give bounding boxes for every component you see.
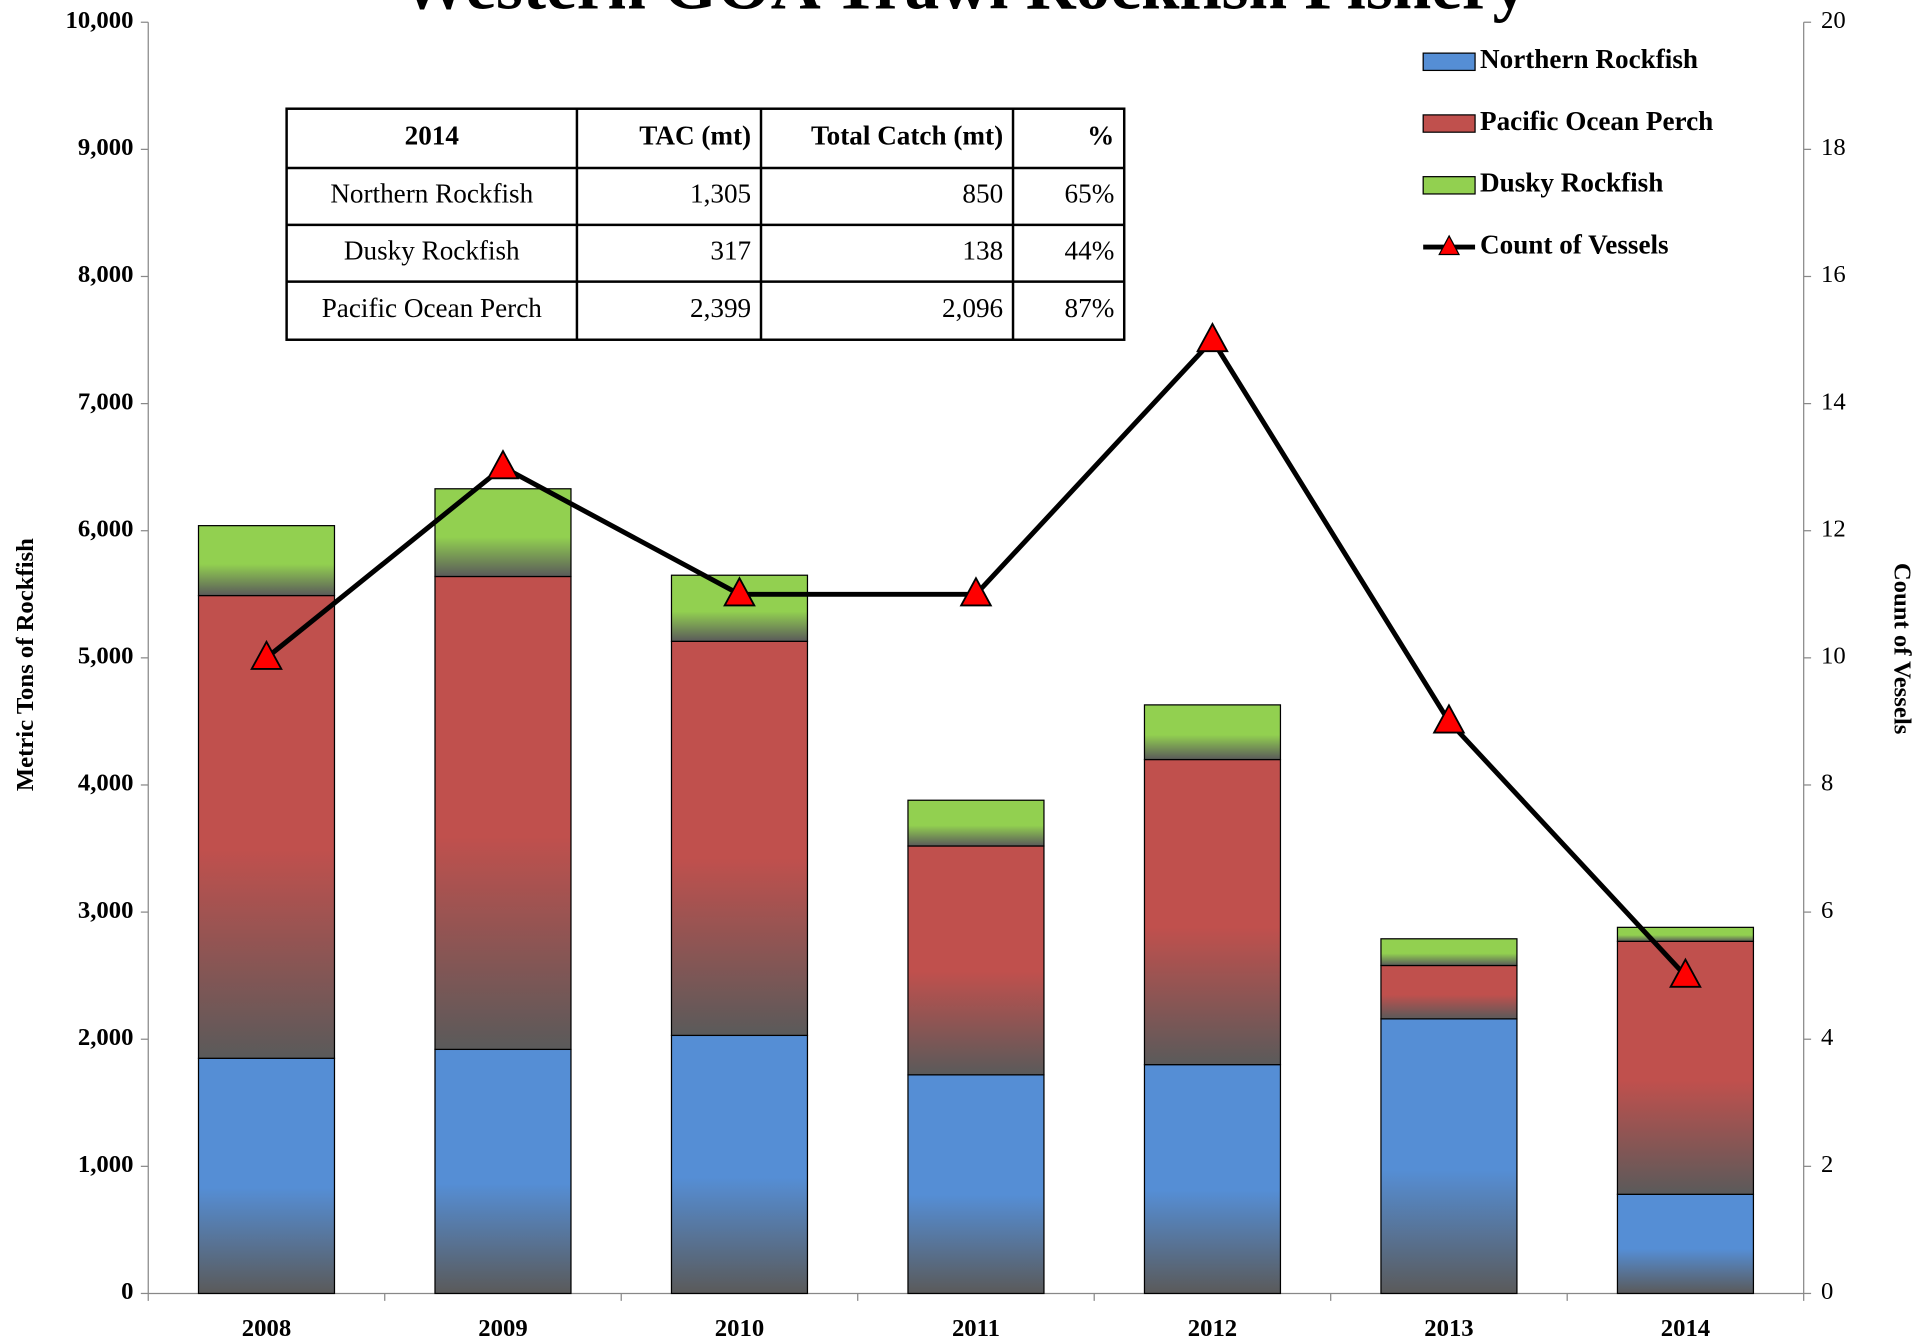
table-cell: 87%	[1065, 293, 1115, 323]
y-axis-label: Metric Tons of Rockfish	[12, 538, 39, 791]
x-tick-label: 2014	[1661, 1315, 1710, 1338]
table-cell: TAC (mt)	[639, 121, 751, 151]
table-cell: 2,399	[690, 293, 751, 323]
bar	[1616, 1193, 1755, 1295]
x-tick-label: 2008	[242, 1315, 291, 1338]
x-tick-label: 2009	[478, 1315, 527, 1338]
y2-tick-label: 2	[1821, 1151, 1833, 1178]
bar	[197, 1057, 336, 1295]
table-cell: 2,096	[942, 293, 1003, 323]
bar	[434, 1048, 572, 1295]
chart-title: Western GOA Trawl Rockfish Fishery	[400, 0, 1527, 23]
legend-label: Pacific Ocean Perch	[1480, 106, 1713, 136]
plot: Western GOA Trawl Rockfish Fishery Metri…	[12, 0, 1916, 1342]
bar	[1380, 1018, 1518, 1295]
table-cell: 850	[962, 179, 1003, 209]
table-cell: %	[1087, 121, 1114, 151]
y2-tick-label: 14	[1821, 388, 1846, 415]
legend-label: Northern Rockfish	[1480, 44, 1698, 74]
bar	[670, 640, 809, 1037]
y2-tick-label: 4	[1821, 1024, 1833, 1051]
bar	[434, 488, 572, 578]
bar	[1143, 704, 1282, 761]
bar	[1616, 926, 1755, 942]
marker	[1196, 322, 1229, 353]
legend-label: Dusky Rockfish	[1480, 168, 1663, 198]
bar	[434, 575, 572, 1051]
table-cell: Total Catch (mt)	[811, 121, 1003, 151]
table-cell: 317	[710, 235, 751, 265]
y2-axis-label: Count of Vessels	[1888, 563, 1915, 734]
y-tick-label: 9,000	[78, 134, 134, 161]
y-tick-label: 6,000	[78, 515, 134, 542]
y-tick-label: 8,000	[78, 261, 134, 288]
y2-tick-label: 16	[1821, 261, 1846, 288]
bar	[1380, 964, 1518, 1020]
legend-swatch	[1422, 52, 1476, 72]
y2-tick-label: 20	[1821, 7, 1846, 34]
marker	[1432, 703, 1466, 734]
bar	[197, 594, 336, 1059]
x-tick-label: 2013	[1424, 1315, 1473, 1338]
table-cell: Northern Rockfish	[330, 179, 533, 209]
table-cell: Pacific Ocean Perch	[322, 293, 543, 323]
y-tick-label: 5,000	[78, 643, 134, 670]
bar	[907, 1074, 1045, 1295]
y2-tick-label: 10	[1821, 643, 1846, 670]
legend-marker	[1438, 234, 1461, 256]
bar	[670, 1034, 809, 1295]
x-tick-label: 2012	[1188, 1315, 1237, 1338]
x-tick-label: 2010	[715, 1315, 764, 1338]
marker	[959, 576, 993, 607]
y-tick-label: 3,000	[78, 897, 134, 924]
bar	[1143, 758, 1282, 1066]
table-cell: 65%	[1065, 179, 1115, 209]
y-tick-label: 10,000	[66, 7, 134, 34]
y-tick-label: 1,000	[78, 1151, 134, 1178]
bar	[1143, 1064, 1282, 1295]
y-tick-label: 0	[121, 1278, 133, 1305]
bar	[907, 799, 1045, 847]
y-tick-label: 7,000	[78, 388, 134, 415]
y2-tick-label: 6	[1821, 897, 1833, 924]
marker	[486, 449, 520, 480]
marker	[1669, 957, 1702, 988]
y2-tick-label: 12	[1821, 515, 1846, 542]
y2-tick-label: 8	[1821, 770, 1833, 797]
x-tick-label: 2011	[952, 1315, 1000, 1338]
table-cell: 138	[962, 235, 1003, 265]
marker	[723, 576, 756, 607]
legend-swatch	[1422, 176, 1476, 195]
y2-tick-label: 0	[1821, 1278, 1833, 1305]
legend-swatch	[1422, 114, 1476, 133]
y-tick-label: 4,000	[78, 770, 134, 797]
y-tick-label: 2,000	[78, 1024, 134, 1051]
table-cell: 1,305	[690, 179, 751, 209]
y2-tick-label: 18	[1821, 134, 1846, 161]
bar	[670, 574, 809, 642]
marker	[250, 639, 283, 670]
table-cell: Dusky Rockfish	[344, 235, 520, 265]
bar	[197, 525, 336, 597]
table-cell: 2014	[405, 121, 460, 151]
legend-label: Count of Vessels	[1480, 229, 1669, 259]
bar	[1380, 938, 1518, 967]
table-cell: 44%	[1065, 235, 1115, 265]
bar	[907, 845, 1045, 1076]
